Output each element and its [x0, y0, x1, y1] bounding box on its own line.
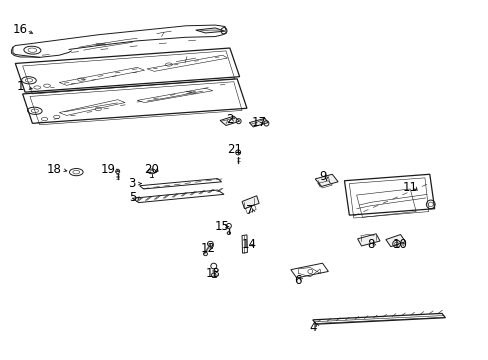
Text: 5: 5	[128, 192, 136, 204]
Polygon shape	[220, 116, 239, 126]
Text: 4: 4	[308, 320, 316, 333]
Text: 6: 6	[294, 274, 301, 287]
Text: 16: 16	[13, 23, 28, 36]
Text: 9: 9	[318, 170, 325, 183]
Text: 3: 3	[128, 177, 136, 190]
Text: 19: 19	[100, 163, 115, 176]
Text: 15: 15	[215, 220, 229, 233]
Polygon shape	[315, 174, 337, 186]
Text: 21: 21	[227, 143, 242, 156]
Text: 2: 2	[225, 113, 233, 126]
Polygon shape	[357, 234, 379, 246]
Text: 18: 18	[47, 163, 61, 176]
Polygon shape	[385, 234, 405, 247]
Text: 10: 10	[392, 238, 407, 251]
Text: 8: 8	[367, 238, 374, 251]
Polygon shape	[249, 118, 267, 127]
Text: 1: 1	[17, 80, 24, 93]
Text: 7: 7	[245, 204, 253, 217]
Text: 12: 12	[200, 242, 215, 255]
Text: 13: 13	[205, 267, 220, 280]
Polygon shape	[242, 196, 259, 209]
Text: 11: 11	[402, 181, 417, 194]
Text: 14: 14	[242, 238, 256, 251]
Text: 17: 17	[251, 116, 266, 129]
Polygon shape	[195, 28, 224, 33]
Text: 20: 20	[144, 163, 159, 176]
